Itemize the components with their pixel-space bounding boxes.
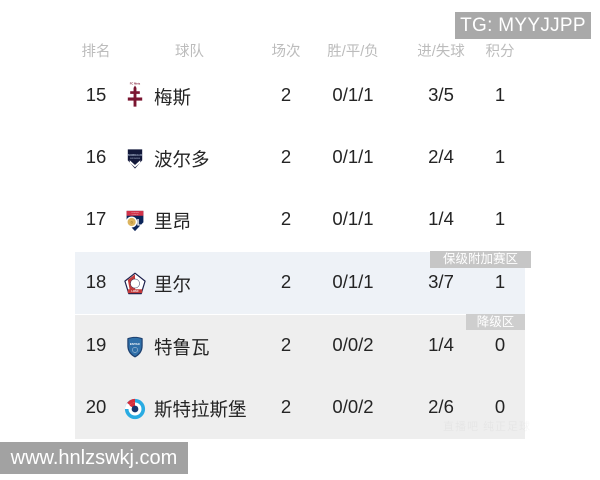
svg-text:✿: ✿ <box>130 220 133 224</box>
svg-text:L: L <box>137 217 143 227</box>
svg-text:ESTAC: ESTAC <box>130 342 141 346</box>
svg-text:FC Metz: FC Metz <box>130 82 141 86</box>
svg-text:BORDEAUX: BORDEAUX <box>128 154 143 157</box>
svg-text:GIRONDINS: GIRONDINS <box>130 158 141 160</box>
